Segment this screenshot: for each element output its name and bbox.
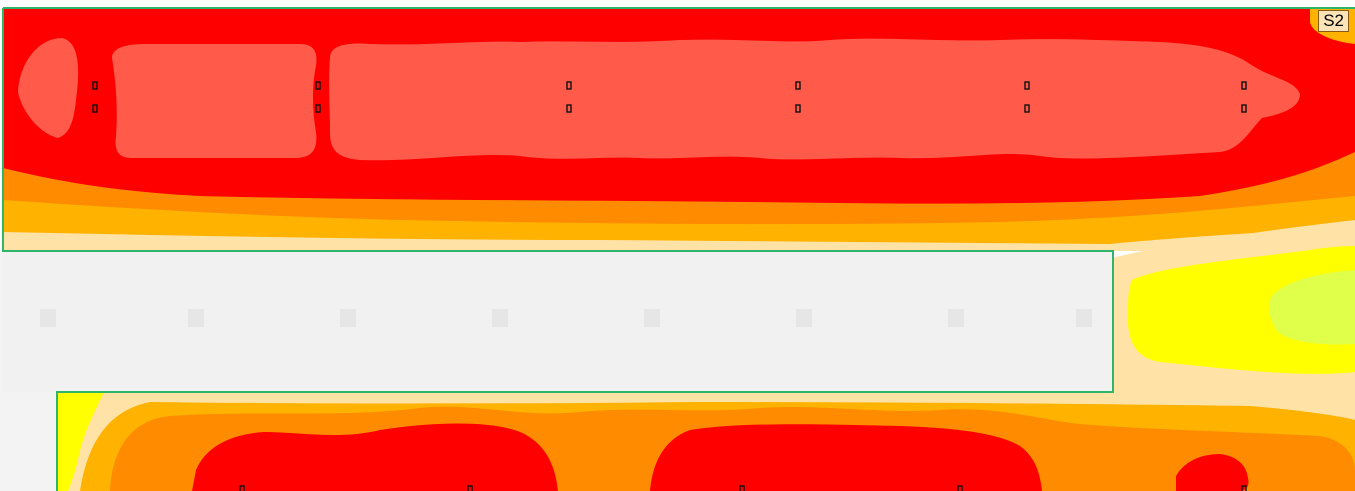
upper-zone <box>3 8 1355 251</box>
upper-zone-peak-left <box>18 38 79 138</box>
luminaire-marker <box>315 81 321 90</box>
excluded-area <box>0 251 1113 491</box>
upper-zone-peak-main <box>329 38 1301 161</box>
excluded-area-pillar <box>188 309 204 327</box>
excluded-area-pillar <box>492 309 508 327</box>
zone-boundary-outline <box>2 7 1355 491</box>
excluded-area-pillar <box>1076 309 1092 327</box>
lower-zone-red-middle <box>650 424 1042 491</box>
luminaire-marker <box>1024 81 1030 90</box>
luminaire-marker <box>315 104 321 113</box>
right-zone-lime-area <box>1269 270 1355 345</box>
excluded-area-pillar <box>948 309 964 327</box>
luminaire-marker <box>92 104 98 113</box>
luminaire-marker <box>795 81 801 90</box>
luminaire-marker <box>1241 485 1247 491</box>
luminaire-markers <box>92 81 1247 491</box>
lower-zone-red-left <box>192 423 558 491</box>
excluded-area-main <box>3 251 1113 392</box>
luminaire-marker <box>795 104 801 113</box>
luminaire-marker <box>957 485 963 491</box>
lower-zone-yellow-corner <box>57 392 104 491</box>
right-zone-yellow-area <box>1128 246 1355 374</box>
luminaire-marker <box>566 104 572 113</box>
right-zone <box>1112 220 1355 412</box>
upper-zone-peak-middle-left <box>112 44 317 158</box>
excluded-area-pillar <box>796 309 812 327</box>
luminaire-marker <box>1241 81 1247 90</box>
excluded-area-pillar <box>40 309 56 327</box>
lower-zone <box>57 392 1355 491</box>
excluded-area-pillar <box>340 309 356 327</box>
luminaire-marker <box>566 81 572 90</box>
lower-zone-red-right <box>1176 454 1249 491</box>
sheet-label: S2 <box>1318 10 1349 32</box>
excluded-area-pillar <box>644 309 660 327</box>
luminaire-marker <box>739 485 745 491</box>
luminaire-marker <box>239 485 245 491</box>
luminaire-marker <box>92 81 98 90</box>
luminaire-marker <box>1024 104 1030 113</box>
luminaire-marker <box>467 485 473 491</box>
luminaire-marker <box>1241 104 1247 113</box>
